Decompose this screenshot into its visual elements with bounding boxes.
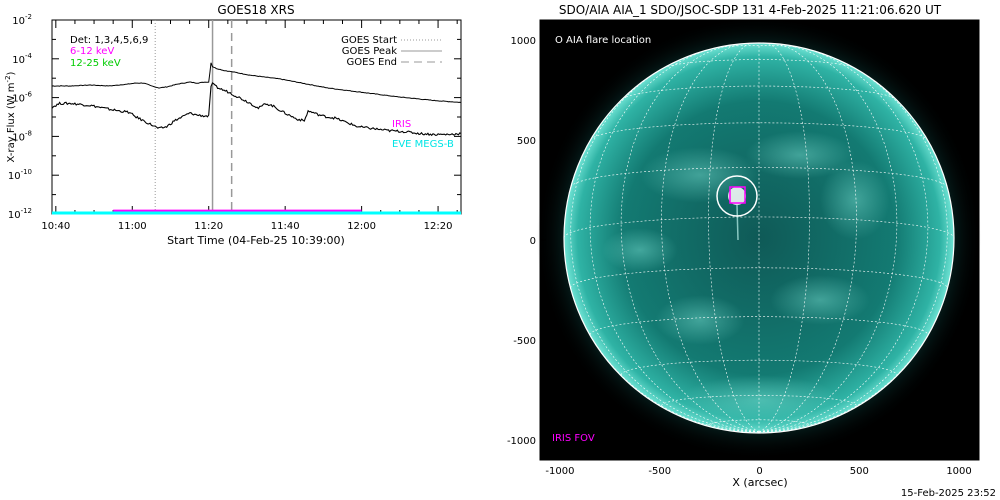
aia-x-tick-label: 1000 <box>946 466 971 477</box>
goes-series-group <box>52 62 461 137</box>
goes-y-axis: 10-2 10-4 10-6 10-8 10-10 10-12 <box>8 13 461 221</box>
aia-solar-image <box>537 16 981 461</box>
aia-flare-legend: O AIA flare location <box>555 35 651 46</box>
goes-x-tick-label: 12:20 <box>424 221 453 232</box>
goes-bottom-bars <box>52 209 461 215</box>
goes-plot-area <box>51 19 462 215</box>
aia-x-tick-label: 0 <box>756 466 762 477</box>
energy-label-12-25: 12-25 keV <box>70 58 121 69</box>
solar-limb <box>563 42 955 434</box>
aia-y-tick-label: 1000 <box>511 36 536 47</box>
energy-label-detectors: Det: 1,3,4,5,6,9 <box>70 35 148 46</box>
aia-x-tick-label: -500 <box>648 466 671 477</box>
iris-fov-label: IRIS FOV <box>552 433 595 444</box>
legend-goes-peak: GOES Peak <box>342 46 397 57</box>
aia-x-tick-label: -1000 <box>545 466 574 477</box>
eve-series-label: EVE MEGS-B <box>392 139 454 150</box>
goes-y-tick-label: 10-6 <box>12 91 32 105</box>
goes-x-tick-label: 11:00 <box>118 221 147 232</box>
energy-label-6-12: 6-12 keV <box>70 46 114 57</box>
goes-time-markers <box>154 20 233 214</box>
footer-timestamp: 15-Feb-2025 23:52 <box>901 488 996 499</box>
aia-y-tick-label: -1000 <box>507 436 536 447</box>
goes-x-tick-label: 12:00 <box>347 221 376 232</box>
iris-series-label: IRIS <box>392 119 411 130</box>
goes-y-tick-label: 10-4 <box>12 52 32 66</box>
aia-x-axis-title: X (arcsec) <box>732 476 787 489</box>
goes-y-tick-label: 10-12 <box>8 207 32 221</box>
goes-y-tick-label: 10-8 <box>12 129 32 143</box>
aia-image-title: SDO/AIA AIA_1 SDO/JSOC-SDP 131 4-Feb-202… <box>559 3 942 17</box>
goes-x-tick-label: 11:40 <box>271 221 300 232</box>
aia-y-axis: 1000 500 0 -500 -1000 <box>507 36 546 447</box>
aia-image-panel: SDO/AIA AIA_1 SDO/JSOC-SDP 131 4-Feb-202… <box>507 3 981 489</box>
goes-legend: GOES Start GOES Peak GOES End <box>341 35 442 68</box>
goes-x-axis-title: Start Time (04-Feb-25 10:39:00) <box>167 234 345 247</box>
goes-chart-title: GOES18 XRS <box>217 3 294 17</box>
aia-y-tick-label: -500 <box>513 336 536 347</box>
flare-location-circle <box>716 175 758 217</box>
goes-series-12-25kev <box>52 82 461 137</box>
goes-x-tick-label: 11:20 <box>194 221 223 232</box>
legend-goes-start: GOES Start <box>341 35 397 46</box>
goes-x-tick-label: 10:40 <box>41 221 70 232</box>
iris-fov-box <box>729 186 746 204</box>
flare-bright-core <box>728 187 746 205</box>
aia-x-tick-label: 500 <box>850 466 869 477</box>
aia-y-tick-label: 0 <box>530 236 536 247</box>
legend-goes-end: GOES End <box>347 57 397 68</box>
goes-y-tick-label: 10-10 <box>8 168 32 182</box>
aia-y-tick-label: 500 <box>517 136 536 147</box>
goes-y-tick-label: 10-2 <box>12 13 32 27</box>
energy-labels: Det: 1,3,4,5,6,9 6-12 keV 12-25 keV <box>70 35 148 69</box>
goes-y-axis-title: X-ray Flux (W m-2) <box>4 71 17 162</box>
goes-lightcurve-panel: GOES18 XRS 10-2 10-4 10-6 10-8 10-10 10-12 10… <box>4 3 462 247</box>
aia-x-axis: -1000 -500 0 500 1000 <box>545 454 972 477</box>
goes-series-6-12kev <box>52 62 461 103</box>
